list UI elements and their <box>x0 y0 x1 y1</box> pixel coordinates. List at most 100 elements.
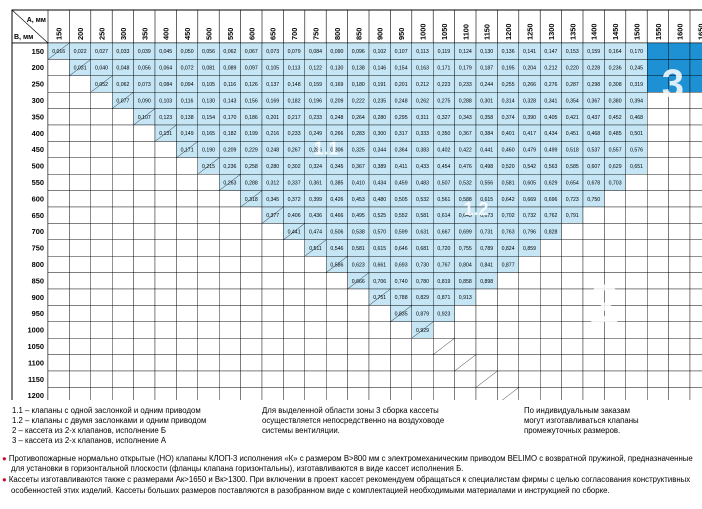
table-cell <box>111 141 134 158</box>
cell-value: 0,367 <box>352 164 365 170</box>
cell-value: 0,479 <box>523 148 536 154</box>
cell-value: 0,570 <box>373 230 386 236</box>
cell-value: 0,280 <box>373 115 386 121</box>
cell-value: 0,137 <box>266 82 279 88</box>
table-cell <box>668 338 691 355</box>
table-cell <box>604 256 627 273</box>
table-cell <box>304 370 327 388</box>
row-header: 650 <box>32 211 44 220</box>
table-cell <box>540 256 562 273</box>
cell-value: 0,255 <box>502 82 515 88</box>
table-cell <box>561 288 584 306</box>
cell-value: 0,169 <box>330 82 343 88</box>
table-cell <box>261 370 284 388</box>
cell-value: 0,732 <box>523 213 536 219</box>
cell-value: 0,480 <box>373 197 386 203</box>
cell-value: 0,499 <box>544 148 557 154</box>
cell-value: 0,169 <box>266 98 279 104</box>
cell-value: 0,433 <box>416 164 429 170</box>
table-cell <box>69 338 92 355</box>
cell-value: 0,220 <box>566 66 579 72</box>
column-header: 750 <box>312 28 321 40</box>
table-cell <box>647 124 669 142</box>
table-cell <box>625 321 648 339</box>
table-cell <box>647 272 669 290</box>
diagonal-line <box>347 272 370 290</box>
cell-value: 0,629 <box>609 164 622 170</box>
cell-value: 0,345 <box>266 197 279 203</box>
cell-value: 0,666 <box>352 279 365 285</box>
column-header: 900 <box>376 28 385 40</box>
legend-line: 1.2 – клапаны с двумя заслонками и одним… <box>12 416 207 425</box>
cell-value: 0,156 <box>245 98 258 104</box>
row-header: 1050 <box>28 342 44 351</box>
table-cell <box>240 223 263 240</box>
column-header: 1000 <box>419 24 428 40</box>
table-cell <box>283 256 305 273</box>
cell-value: 0,191 <box>373 82 386 88</box>
table-cell <box>111 223 134 240</box>
table-cell <box>240 321 263 339</box>
table-cell <box>176 206 198 224</box>
footnote-text: Кассеты изготавливаются также с размерам… <box>8 475 691 495</box>
cell-value: 0,199 <box>245 131 258 137</box>
table-cell <box>390 321 412 339</box>
table-cell <box>304 354 327 372</box>
table-cell <box>518 387 541 400</box>
cell-value: 0,123 <box>159 115 172 121</box>
cell-value: 0,248 <box>266 148 279 154</box>
row-header: 1200 <box>28 391 44 400</box>
cell-value: 0,581 <box>502 180 515 186</box>
table-cell <box>90 239 113 257</box>
column-header: 1500 <box>633 24 642 40</box>
table-cell <box>647 190 669 208</box>
corner-label-a: А, мм <box>27 17 46 24</box>
table-cell <box>668 305 691 322</box>
cell-value: 0,374 <box>502 115 515 121</box>
table-cell <box>133 305 156 322</box>
table-cell <box>111 157 134 175</box>
table-cell <box>154 157 177 175</box>
table-cell <box>154 305 177 322</box>
row-header: 750 <box>32 244 44 253</box>
table-cell <box>133 223 156 240</box>
table-cell <box>69 223 92 240</box>
table-cell <box>540 239 562 257</box>
note-line: промежуточных размеров. <box>524 426 621 435</box>
table-cell <box>133 190 156 208</box>
table-cell <box>625 206 648 224</box>
table-cell <box>347 305 370 322</box>
table-cell <box>261 223 284 240</box>
cell-value: 0,614 <box>437 213 450 219</box>
table-cell <box>240 206 263 224</box>
column-header: 500 <box>205 28 214 40</box>
table-cell <box>540 305 562 322</box>
diagonal-line <box>433 338 455 355</box>
cell-value: 0,073 <box>138 82 151 88</box>
cell-value: 0,283 <box>352 131 365 137</box>
footnote: ● Противопожарные нормально открытые (НО… <box>2 454 700 474</box>
table-cell <box>475 321 498 339</box>
legend-line: 2 – кассета из 2-х клапанов, исполнение … <box>12 426 167 435</box>
table-cell <box>390 387 412 400</box>
cell-value: 0,113 <box>288 66 301 72</box>
cell-value: 0,090 <box>330 49 343 55</box>
table-cell <box>604 223 627 240</box>
table-cell <box>240 370 263 388</box>
cell-value: 0,506 <box>330 230 343 236</box>
table-cell <box>475 387 498 400</box>
cell-value: 0,380 <box>609 98 622 104</box>
cell-value: 0,538 <box>352 230 365 236</box>
table-cell <box>69 206 92 224</box>
table-cell <box>647 157 669 175</box>
cell-value: 0,385 <box>330 180 343 186</box>
table-cell <box>540 387 562 400</box>
cell-value: 0,501 <box>630 131 643 137</box>
table-cell <box>668 354 691 372</box>
table-cell <box>261 272 284 290</box>
cell-value: 0,411 <box>395 164 408 170</box>
cell-value: 0,537 <box>587 148 600 154</box>
table-cell <box>347 288 370 306</box>
cell-value: 0,451 <box>566 131 579 137</box>
cell-value: 0,835 <box>395 312 408 318</box>
